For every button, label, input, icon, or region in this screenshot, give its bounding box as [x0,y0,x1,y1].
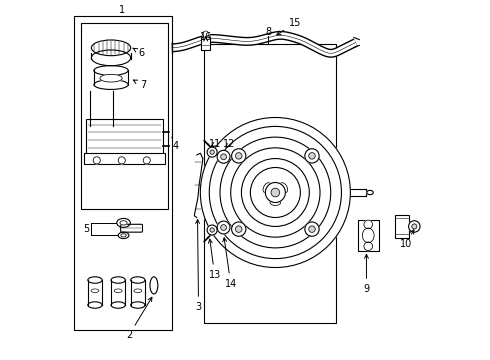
Circle shape [200,117,350,267]
Text: 7: 7 [133,80,147,90]
Text: 6: 6 [133,48,145,58]
Circle shape [309,226,315,232]
Text: 12: 12 [223,139,235,149]
Circle shape [232,149,246,163]
Ellipse shape [88,302,102,308]
Circle shape [207,147,217,157]
Text: 2: 2 [126,297,152,341]
Ellipse shape [117,219,130,227]
Circle shape [231,148,320,237]
Ellipse shape [367,190,373,195]
Circle shape [217,221,230,234]
Circle shape [364,220,372,229]
Text: 14: 14 [223,238,237,289]
Circle shape [305,222,319,236]
Text: 10: 10 [400,230,414,249]
Circle shape [305,149,319,163]
Text: 15: 15 [277,18,301,35]
Text: 4: 4 [172,137,178,151]
Circle shape [364,242,372,251]
Ellipse shape [131,277,145,283]
Bar [84,153,165,164]
Text: 5: 5 [83,224,89,234]
Bar [74,16,172,330]
Ellipse shape [92,50,131,66]
Circle shape [220,225,226,230]
Circle shape [202,31,209,37]
Ellipse shape [94,66,128,75]
Ellipse shape [280,183,288,193]
Circle shape [412,224,417,229]
Ellipse shape [270,199,281,206]
Ellipse shape [111,277,125,283]
Circle shape [271,188,280,197]
Text: 9: 9 [364,255,369,294]
Circle shape [217,150,230,163]
Circle shape [209,126,342,258]
Circle shape [220,154,226,159]
Ellipse shape [94,80,128,89]
Text: 3: 3 [196,220,201,312]
FancyBboxPatch shape [121,224,143,232]
Ellipse shape [92,40,131,56]
Circle shape [409,221,420,232]
Circle shape [93,157,100,164]
Circle shape [236,153,242,159]
Ellipse shape [100,74,122,82]
Circle shape [309,153,315,159]
Circle shape [250,167,300,217]
Bar [204,44,336,323]
Circle shape [118,157,125,164]
Ellipse shape [111,302,125,308]
Ellipse shape [121,234,126,237]
Ellipse shape [362,228,374,243]
Circle shape [242,158,309,226]
Ellipse shape [150,277,158,294]
Circle shape [236,226,242,232]
Circle shape [210,228,214,232]
Ellipse shape [91,289,99,293]
Ellipse shape [263,183,270,193]
Circle shape [207,225,217,235]
Ellipse shape [114,289,122,293]
Circle shape [143,157,150,164]
Ellipse shape [134,289,142,293]
Bar [86,119,163,155]
Circle shape [220,137,331,248]
Text: 1: 1 [119,5,125,15]
Circle shape [210,150,214,154]
Bar [81,23,168,208]
Bar [358,220,379,251]
Text: 13: 13 [208,239,221,280]
Circle shape [232,222,246,236]
Bar [395,215,409,238]
Text: 11: 11 [209,139,221,149]
Ellipse shape [120,221,127,225]
Ellipse shape [118,232,129,239]
Circle shape [266,183,285,203]
Ellipse shape [88,277,102,283]
Text: 16: 16 [199,32,212,42]
Text: 8: 8 [265,27,271,37]
Bar [201,37,210,50]
Ellipse shape [131,302,145,308]
